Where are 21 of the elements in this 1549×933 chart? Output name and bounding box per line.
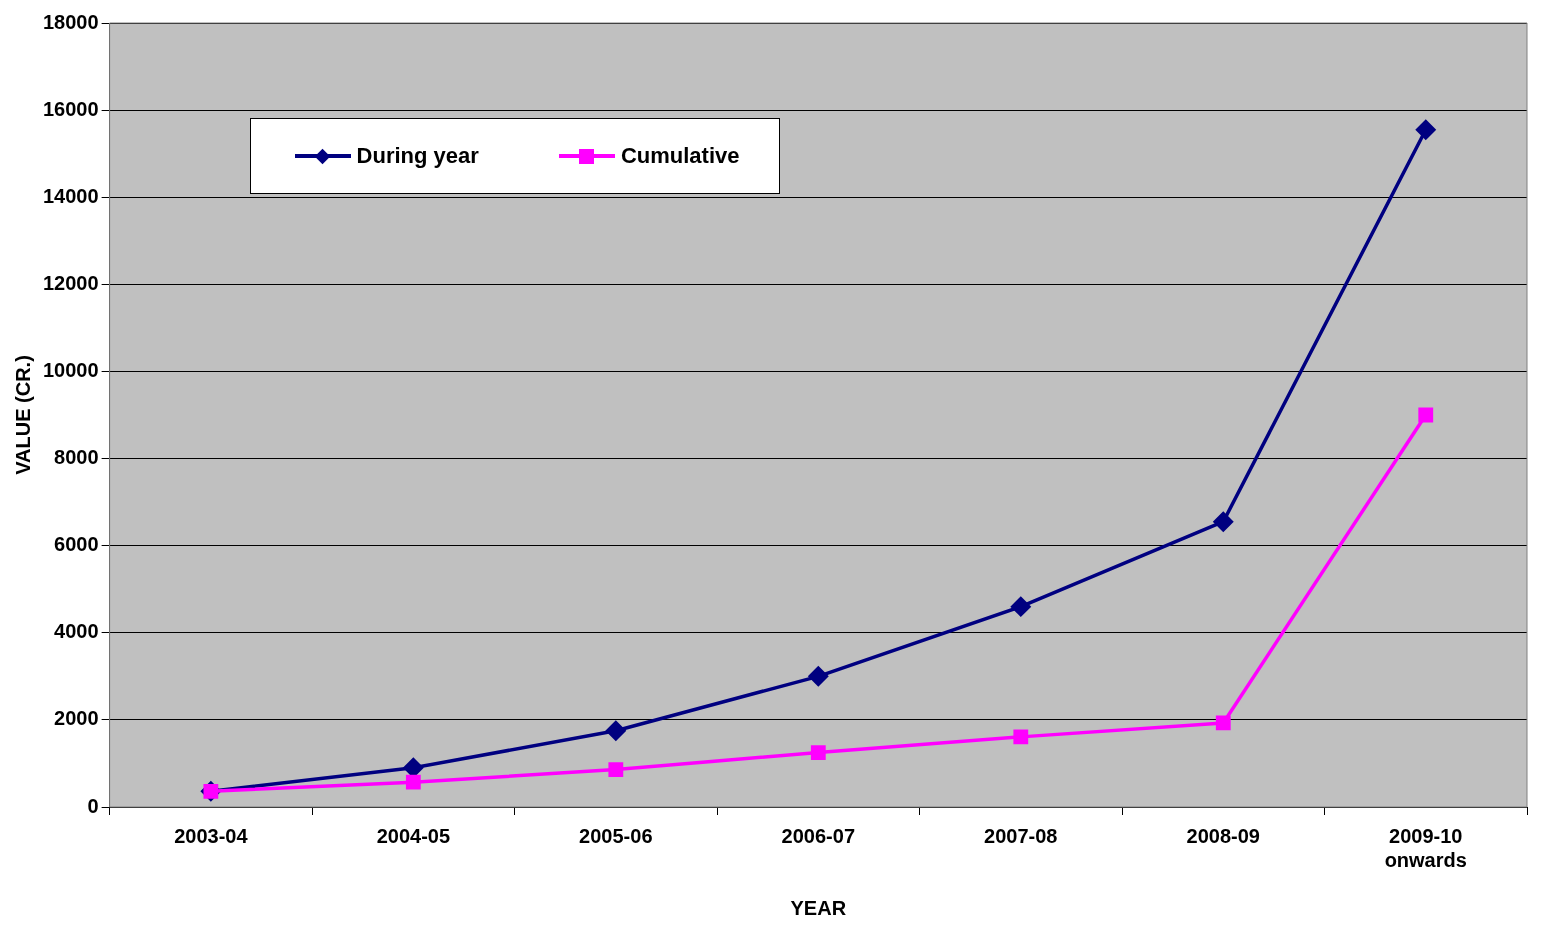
legend-label: During year (356, 143, 479, 169)
y-tick-label: 0 (87, 794, 99, 817)
y-tick-label: 12000 (42, 271, 99, 294)
x-tick-label: 2005-06 (579, 824, 653, 847)
y-tick-label: 16000 (42, 97, 99, 120)
x-tick-label: 2009-10 onwards (1384, 824, 1467, 871)
y-tick-label: 6000 (54, 533, 99, 556)
x-tick-label: 2003-04 (174, 824, 249, 847)
x-axis-title: YEAR (790, 896, 847, 919)
y-tick-label: 8000 (54, 446, 99, 469)
x-tick-label: 2004-05 (376, 824, 451, 847)
y-tick-label: 2000 (54, 707, 99, 730)
y-tick-label: 4000 (54, 620, 99, 643)
y-tick-label: 14000 (42, 184, 99, 207)
legend-label: Cumulative (620, 143, 740, 169)
x-tick-label: 2006-07 (781, 824, 856, 847)
y-tick-label: 10000 (42, 358, 99, 381)
y-tick-label: 18000 (42, 10, 99, 33)
x-tick-label: 2007-08 (984, 824, 1058, 847)
x-tick-label: 2008-09 (1186, 824, 1260, 847)
y-axis-title: VALUE (CR.) (11, 355, 34, 475)
